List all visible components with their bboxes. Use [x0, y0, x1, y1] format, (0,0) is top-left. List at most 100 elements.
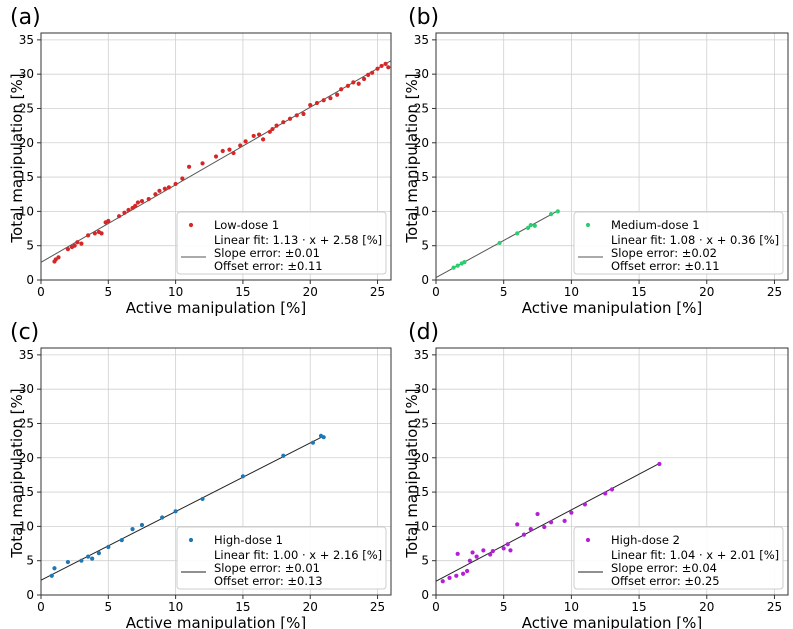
- data-point: [243, 139, 248, 144]
- data-point: [56, 255, 61, 260]
- x-tick-label: 20: [303, 285, 318, 299]
- data-point: [86, 554, 91, 559]
- y-axis-label: Total manipulation [%]: [8, 73, 26, 243]
- legend-fit-text: Linear fit: 1.13 · x + 2.58 [%]: [214, 233, 382, 247]
- y-tick-label: 0: [26, 588, 34, 602]
- data-point: [375, 66, 380, 71]
- data-point: [281, 453, 286, 458]
- y-tick-label: 10: [19, 204, 34, 218]
- y-tick-label: 30: [414, 382, 429, 396]
- x-axis-label: Active manipulation [%]: [126, 614, 307, 629]
- y-tick-label: 10: [414, 204, 429, 218]
- y-tick-label: 15: [19, 485, 34, 499]
- y-tick-label: 0: [421, 273, 429, 287]
- y-tick-label: 15: [19, 170, 34, 184]
- legend-box: [573, 526, 784, 590]
- data-point: [92, 231, 97, 236]
- fit-line: [435, 463, 660, 582]
- y-tick-label: 20: [414, 136, 429, 150]
- x-tick-label: 5: [500, 600, 508, 614]
- data-point: [460, 571, 466, 576]
- data-point: [173, 181, 178, 187]
- x-tick-label: 25: [370, 285, 385, 299]
- data-point: [256, 132, 262, 137]
- data-point: [440, 579, 445, 584]
- y-tick-label: 10: [414, 519, 429, 533]
- data-point: [96, 551, 101, 556]
- legend-series-label: High-dose 2: [611, 533, 680, 547]
- data-point: [505, 542, 510, 547]
- data-point: [200, 496, 205, 502]
- x-tick-label: 0: [432, 600, 440, 614]
- data-point: [379, 63, 384, 69]
- legend-fit-text: Linear fit: 1.08 · x + 0.36 [%]: [611, 233, 779, 247]
- data-point: [139, 522, 145, 528]
- data-point: [160, 515, 165, 520]
- data-point: [490, 548, 495, 554]
- data-point: [79, 558, 84, 563]
- data-point: [153, 192, 158, 197]
- data-point: [314, 100, 320, 106]
- data-point: [455, 551, 460, 556]
- legend-marker: [188, 537, 194, 543]
- y-axis-label: Total manipulation [%]: [403, 388, 421, 558]
- data-point: [162, 186, 167, 191]
- data-point: [126, 207, 131, 213]
- legend-fit-text: Offset error: ±0.11: [611, 259, 720, 273]
- data-point: [501, 546, 506, 551]
- data-point: [451, 265, 456, 270]
- y-tick-label: 25: [414, 416, 429, 430]
- data-point: [335, 92, 340, 97]
- data-point: [166, 185, 171, 190]
- data-point: [106, 544, 111, 550]
- plot-frame: [40, 347, 392, 596]
- y-tick-label: 25: [414, 101, 429, 115]
- data-point: [301, 111, 306, 117]
- panel-1: 0 5 10 15 20 25 0 5 10 15 20 25 30 35 Active manipulat…: [403, 5, 789, 317]
- data-point: [135, 200, 141, 205]
- data-point: [106, 218, 111, 224]
- fit-line: [40, 60, 392, 263]
- y-tick-label: 30: [414, 67, 429, 81]
- data-point: [455, 263, 460, 268]
- data-point: [157, 188, 162, 193]
- legend-fit-text: Offset error: ±0.11: [214, 259, 323, 273]
- x-tick-label: 15: [631, 285, 646, 299]
- y-tick-label: 30: [19, 67, 34, 81]
- data-point: [130, 527, 135, 532]
- x-tick-label: 15: [235, 600, 250, 614]
- y-tick-label: 0: [26, 273, 34, 287]
- x-tick-label: 5: [104, 285, 112, 299]
- legend-box: [176, 211, 387, 275]
- y-tick-label: 5: [421, 239, 429, 253]
- data-point: [146, 196, 151, 202]
- data-point: [310, 440, 316, 445]
- data-point: [609, 487, 615, 492]
- panel-0: 0 5 10 15 20 25 0 5 10 15 20 25 30 35 Active manipulat…: [8, 5, 392, 317]
- data-point: [474, 554, 479, 559]
- data-point: [542, 524, 547, 530]
- data-point: [548, 212, 554, 217]
- data-point: [49, 573, 54, 578]
- legend-fit-text: Linear fit: 1.00 · x + 2.16 [%]: [214, 548, 382, 562]
- data-point: [321, 98, 326, 103]
- legend-marker: [188, 222, 194, 228]
- x-tick-label: 25: [370, 600, 385, 614]
- y-tick-label: 0: [421, 588, 429, 602]
- data-point: [116, 214, 122, 219]
- x-tick-label: 10: [564, 285, 579, 299]
- y-tick-label: 25: [19, 101, 34, 115]
- y-tick-label: 15: [414, 485, 429, 499]
- x-tick-label: 0: [37, 600, 45, 614]
- panel-label: (a): [10, 5, 41, 30]
- data-point: [582, 502, 588, 507]
- data-point: [497, 240, 502, 246]
- legend-fit-text: Linear fit: 1.04 · x + 2.01 [%]: [611, 548, 779, 562]
- data-point: [238, 143, 243, 148]
- data-point: [321, 435, 326, 440]
- data-point: [515, 522, 520, 527]
- y-tick-label: 20: [414, 451, 429, 465]
- data-point: [383, 61, 388, 66]
